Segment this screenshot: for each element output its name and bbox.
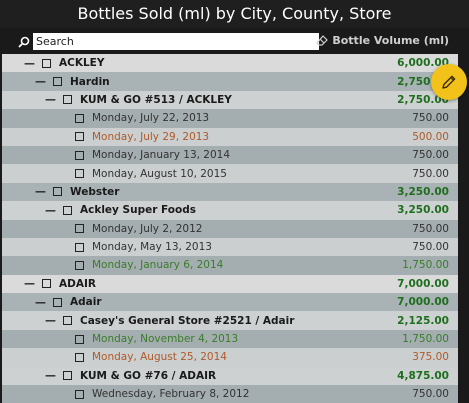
row-label: Monday, January 13, 2014 — [92, 149, 231, 162]
table-row-date[interactable]: Monday, August 25, 2014 375.00 — [2, 348, 458, 367]
checkbox-icon[interactable] — [75, 150, 84, 160]
row-label: KUM & GO #76 / ADAIR — [80, 369, 217, 382]
row-label: Monday, January 6, 2014 — [92, 259, 224, 272]
checkbox-icon[interactable] — [75, 132, 84, 142]
table-row-date[interactable]: Monday, August 10, 2015 750.00 — [2, 164, 458, 183]
search-icon — [18, 36, 30, 48]
collapse-toggle[interactable]: — — [45, 314, 56, 328]
row-value: 750.00 — [412, 241, 449, 254]
collapse-toggle[interactable]: — — [45, 369, 56, 383]
checkbox-icon[interactable] — [75, 242, 84, 252]
table-row-county[interactable]: — Webster 3,250.00 — [2, 182, 458, 202]
row-label: Monday, August 10, 2015 — [92, 167, 227, 180]
checkbox-icon[interactable] — [75, 260, 84, 270]
row-value: 6,000.00 — [397, 57, 449, 70]
row-value: 500.00 — [412, 130, 449, 143]
row-value: 2,750.00 — [397, 93, 449, 106]
table-row-date[interactable]: Monday, January 6, 2014 1,750.00 — [2, 256, 458, 275]
scrollbar-track[interactable] — [460, 54, 469, 400]
checkbox-icon[interactable] — [75, 334, 84, 344]
collapse-toggle[interactable]: — — [24, 56, 35, 70]
collapse-toggle[interactable]: — — [45, 203, 56, 217]
table-row-date[interactable]: Monday, July 29, 2013 500.00 — [2, 127, 458, 146]
page-title: Bottles Sold (ml) by City, County, Store — [0, 0, 469, 28]
row-label: Monday, July 29, 2013 — [92, 130, 210, 143]
row-label: Monday, November 4, 2013 — [92, 333, 239, 346]
checkbox-icon[interactable] — [42, 279, 51, 289]
row-value: 1,750.00 — [402, 259, 449, 272]
table-row-store[interactable]: — Ackley Super Foods 3,250.00 — [2, 201, 458, 220]
row-label: KUM & GO #513 / ACKLEY — [80, 93, 232, 106]
row-label: Casey's General Store #2521 / Adair — [80, 314, 295, 327]
table-row-county[interactable]: — Hardin 2,750.00 — [2, 72, 458, 91]
table-row-city[interactable]: — ADAIR 7,000.00 — [2, 274, 458, 294]
row-value: 7,000.00 — [397, 296, 449, 309]
table-row-date[interactable]: Monday, July 22, 2013 750.00 — [2, 109, 458, 128]
toolbar: Bottle Volume (ml) — [0, 30, 469, 54]
checkbox-icon[interactable] — [63, 371, 72, 381]
table-row-store[interactable]: — KUM & GO #513 / ACKLEY 2,750.00 — [2, 90, 458, 110]
table-row-store[interactable]: — KUM & GO #76 / ADAIR 4,875.00 — [2, 366, 458, 386]
row-value: 750.00 — [412, 167, 449, 180]
row-label: Ackley Super Foods — [80, 204, 197, 217]
row-value: 4,875.00 — [397, 369, 449, 382]
checkbox-icon[interactable] — [75, 113, 84, 123]
checkbox-icon[interactable] — [63, 95, 72, 105]
table-row-store[interactable]: — Casey's General Store #2521 / Adair 2,… — [2, 311, 458, 330]
row-value: 750.00 — [412, 388, 449, 401]
checkbox-icon[interactable] — [53, 187, 62, 197]
row-label: Webster — [70, 185, 120, 198]
checkbox-icon[interactable] — [63, 316, 72, 326]
row-label: Monday, July 22, 2013 — [92, 112, 210, 125]
checkbox-icon[interactable] — [75, 169, 84, 179]
checkbox-icon[interactable] — [75, 224, 84, 234]
row-label: Wednesday, February 8, 2012 — [92, 388, 250, 401]
checkbox-icon[interactable] — [53, 297, 62, 307]
row-label: Adair — [70, 296, 102, 309]
row-label: Hardin — [70, 75, 110, 88]
table-row-date[interactable]: Monday, January 13, 2014 750.00 — [2, 145, 458, 165]
table-row-date[interactable]: Monday, May 13, 2013 750.00 — [2, 237, 458, 257]
table-row-county[interactable]: — Adair 7,000.00 — [2, 293, 458, 312]
pencil-icon — [442, 75, 456, 89]
column-header[interactable]: Bottle Volume (ml) — [316, 34, 449, 47]
search-input[interactable] — [33, 33, 319, 50]
row-value: 375.00 — [412, 351, 449, 364]
row-label: Monday, July 2, 2012 — [92, 222, 203, 235]
row-value: 750.00 — [412, 222, 449, 235]
collapse-toggle[interactable]: — — [35, 75, 46, 89]
collapse-toggle[interactable]: — — [45, 93, 56, 107]
row-label: Monday, August 25, 2014 — [92, 351, 227, 364]
column-header-label: Bottle Volume (ml) — [332, 34, 449, 47]
table-row-date[interactable]: Monday, July 2, 2012 750.00 — [2, 219, 458, 238]
row-value: 750.00 — [412, 149, 449, 162]
edit-button[interactable] — [431, 64, 467, 100]
row-label: Monday, May 13, 2013 — [92, 241, 212, 254]
row-label: ADAIR — [59, 277, 96, 290]
checkbox-icon[interactable] — [63, 205, 72, 215]
collapse-toggle[interactable]: — — [24, 277, 35, 291]
matrix-table: — ACKLEY 6,000.00 — Hardin 2,750.00 — KU… — [2, 54, 458, 403]
checkbox-icon[interactable] — [53, 77, 62, 87]
collapse-toggle[interactable]: — — [35, 185, 46, 199]
checkbox-icon[interactable] — [75, 389, 84, 399]
table-row-date[interactable]: Wednesday, February 8, 2012 750.00 — [2, 385, 458, 403]
row-value: 3,250.00 — [397, 204, 449, 217]
row-value: 1,750.00 — [402, 333, 449, 346]
row-label: ACKLEY — [59, 57, 105, 70]
row-value: 7,000.00 — [397, 277, 449, 290]
checkbox-icon[interactable] — [75, 352, 84, 362]
row-value: 750.00 — [412, 112, 449, 125]
eraser-icon[interactable] — [316, 34, 329, 47]
row-value: 3,250.00 — [397, 185, 449, 198]
table-row-date[interactable]: Monday, November 4, 2013 1,750.00 — [2, 329, 458, 349]
table-row-city[interactable]: — ACKLEY 6,000.00 — [2, 54, 458, 73]
checkbox-icon[interactable] — [42, 58, 51, 68]
collapse-toggle[interactable]: — — [35, 295, 46, 309]
row-value: 2,125.00 — [397, 314, 449, 327]
